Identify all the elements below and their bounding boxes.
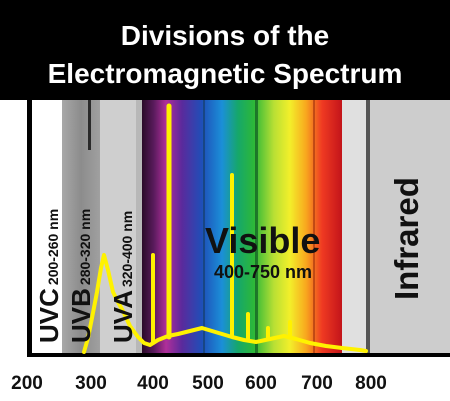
title-line-1: Divisions of the [121,20,329,51]
tick-300: 300 [75,373,107,394]
tick-600: 600 [245,373,277,394]
uva-band [100,100,142,356]
visible-label: Visible [205,220,320,261]
left-border [27,100,32,356]
uvc-band [32,100,62,356]
axis-baseline [27,353,450,357]
tick-500: 500 [192,373,224,394]
infrared-band [370,100,450,356]
title-line-2: Electromagnetic Spectrum [48,58,403,89]
emission-curve [82,103,368,354]
title-banner [0,0,450,100]
axis-ticks: 200 300 400 500 600 700 800 [11,373,387,394]
tick-200: 200 [11,373,43,394]
visible-band [142,100,342,356]
uvb-label: UVB280-320 nm [66,209,96,343]
uvc-label: UVC200-260 nm [34,209,64,343]
uva-label: UVA320-400 nm [108,211,138,343]
tick-400: 400 [137,373,169,394]
tick-700: 700 [301,373,333,394]
tick-800: 800 [355,373,387,394]
visible-range-label: 400-750 nm [214,262,312,282]
infrared-label: Infrared [388,177,425,300]
